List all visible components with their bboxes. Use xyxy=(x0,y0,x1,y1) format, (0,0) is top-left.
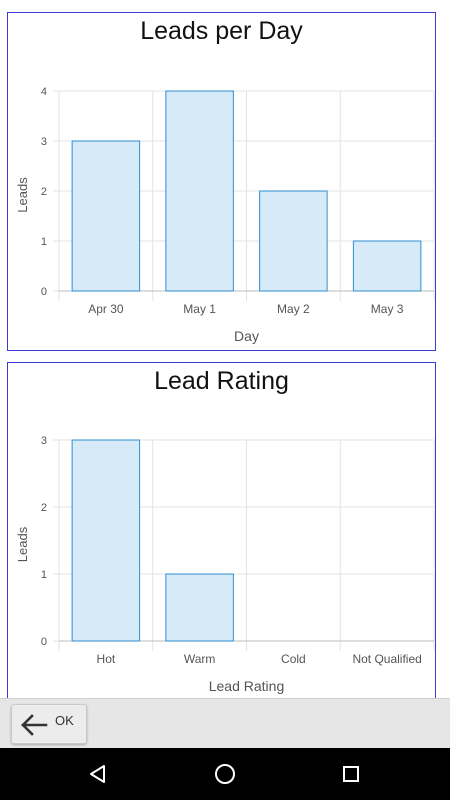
x-tick-label: Hot xyxy=(97,652,116,666)
y-tick-label: 2 xyxy=(41,186,47,198)
ok-label: OK xyxy=(55,713,74,728)
x-tick-label: Cold xyxy=(281,652,306,666)
bar xyxy=(71,439,141,642)
ok-button[interactable]: OK xyxy=(11,704,87,744)
back-triangle-icon[interactable] xyxy=(86,762,110,786)
y-tick-label: 1 xyxy=(41,236,47,248)
report-content: Leads per Day 0 1 2 3 4 Apr 30 May 1 May 2 May 3… xyxy=(7,12,436,698)
y-tick-label: 2 xyxy=(41,502,47,514)
y-tick-label: 3 xyxy=(41,435,47,447)
y-tick-label: 1 xyxy=(41,569,47,581)
leads-per-day-card: Leads per Day 0 1 2 3 4 Apr 30 May 1 May 2 May 3… xyxy=(7,12,436,351)
x-tick-label: May 2 xyxy=(277,302,310,316)
bar xyxy=(71,140,141,292)
chart-title: Lead Rating xyxy=(154,367,289,395)
bar xyxy=(352,240,422,292)
y-axis-label: Leads xyxy=(15,177,30,213)
home-circle-icon[interactable] xyxy=(213,762,237,786)
x-tick-label: Not Qualified xyxy=(352,652,421,666)
x-axis-label: Day xyxy=(234,328,259,344)
y-tick-label: 0 xyxy=(41,636,47,648)
lead-rating-card: Lead Rating 0 1 2 3 Hot Warm Cold Not Qualified… xyxy=(7,362,436,698)
y-tick-label: 4 xyxy=(41,86,47,98)
system-navigation-bar xyxy=(0,748,450,800)
bar xyxy=(165,573,234,642)
bottom-action-bar: OK xyxy=(0,698,450,748)
x-axis-label: Lead Rating xyxy=(209,678,285,694)
leads-per-day-chart: 0 1 2 3 4 Apr 30 May 1 May 2 May 3 Day Leads xyxy=(15,86,435,344)
x-tick-label: Warm xyxy=(184,652,216,666)
y-axis-label: Leads xyxy=(15,526,30,562)
chart-title: Leads per Day xyxy=(140,17,303,45)
y-tick-label: 3 xyxy=(41,136,47,148)
y-tick-label: 0 xyxy=(41,286,47,298)
lead-rating-chart: 0 1 2 3 Hot Warm Cold Not Qualified Lead Rating L… xyxy=(15,435,435,694)
bar xyxy=(259,190,328,292)
arrow-left-icon xyxy=(21,714,48,736)
recent-square-icon[interactable] xyxy=(339,762,363,786)
x-tick-label: Apr 30 xyxy=(88,302,124,316)
bar xyxy=(165,90,234,292)
x-tick-label: May 1 xyxy=(183,302,216,316)
x-tick-label: May 3 xyxy=(371,302,404,316)
